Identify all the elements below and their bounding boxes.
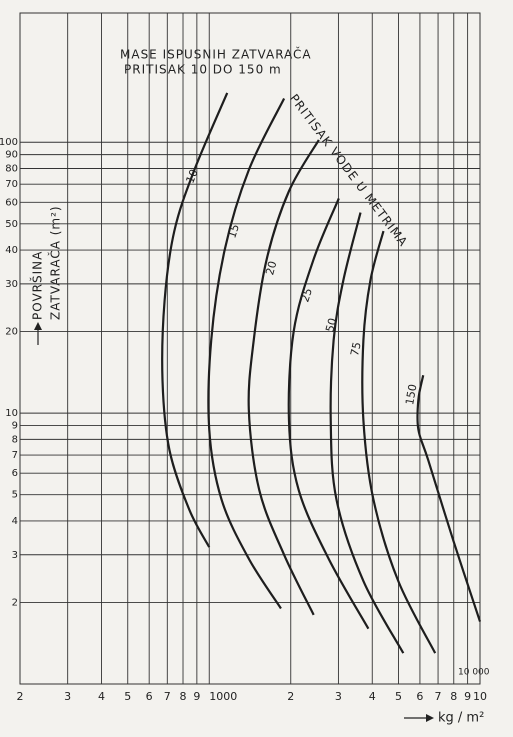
x-tick-label: 9 — [193, 690, 200, 703]
y-tick-label: 20 — [5, 327, 18, 338]
curve-label: 75 — [348, 341, 364, 357]
curve-label: 20 — [263, 260, 279, 277]
y-tick-label: 60 — [5, 197, 18, 208]
y-tick-label: 4 — [12, 516, 18, 527]
x-tick-label: 1000 — [209, 690, 237, 703]
y-tick-label: 2 — [12, 597, 18, 608]
curve — [247, 139, 320, 616]
x-arrow-head — [426, 714, 434, 722]
x-tick-label: 6 — [416, 690, 423, 703]
x-tick-label: 7 — [435, 690, 442, 703]
y-tick-label: 100 — [0, 137, 18, 148]
y-tick-label: 50 — [5, 219, 18, 230]
curve-label: 10 — [184, 167, 201, 185]
curve-label: 50 — [323, 317, 339, 334]
x-tick-label: 3 — [64, 690, 71, 703]
y-tick-label: 5 — [12, 490, 18, 501]
x-tick-label: 5 — [124, 690, 131, 703]
curve-label: 15 — [225, 223, 242, 240]
curve-label: 150 — [403, 383, 419, 406]
y-tick-label: 7 — [12, 450, 18, 461]
curve — [361, 230, 437, 654]
x-tick-label: 2 — [17, 690, 24, 703]
y-tick-label: 3 — [12, 550, 18, 561]
y-tick-label: 6 — [12, 468, 18, 479]
y-tick-label: 40 — [5, 245, 18, 256]
x-tick-label: 4 — [369, 690, 376, 703]
curve — [287, 198, 370, 630]
curve — [416, 375, 482, 622]
x-tick-label: 7 — [164, 690, 171, 703]
x-axis-label: kg / m² — [438, 711, 484, 726]
x-tick-label: 8 — [450, 690, 457, 703]
x-tick-label: 10 — [473, 690, 487, 703]
y-tick-label: 30 — [5, 279, 18, 290]
y-tick-label: 70 — [5, 179, 18, 190]
y-tick-label: 80 — [5, 163, 18, 174]
y-tick-label: 8 — [12, 434, 18, 445]
curve — [329, 212, 405, 654]
y-axis-label: ZATVARAČA (m²) — [48, 205, 63, 320]
y-tick-label: 10 — [5, 408, 18, 419]
x-tick-label: 2 — [287, 690, 294, 703]
y-arrow-head — [34, 322, 42, 330]
y-tick-label: 9 — [12, 421, 18, 432]
x-tick-label: 8 — [180, 690, 187, 703]
annotation-bottom: 10 000 — [458, 668, 490, 678]
x-tick-label: 6 — [146, 690, 153, 703]
chart-subtitle: PRITISAK 10 DO 150 m — [124, 63, 282, 77]
curve — [161, 92, 229, 548]
curve — [207, 98, 286, 610]
x-tick-label: 4 — [98, 690, 105, 703]
x-tick-label: 5 — [395, 690, 402, 703]
x-tick-label: 3 — [335, 690, 342, 703]
y-axis-label: POVRŠINA — [30, 251, 45, 320]
curve-label: 25 — [298, 287, 315, 304]
x-tick-label: 9 — [464, 690, 471, 703]
y-tick-label: 90 — [5, 150, 18, 161]
